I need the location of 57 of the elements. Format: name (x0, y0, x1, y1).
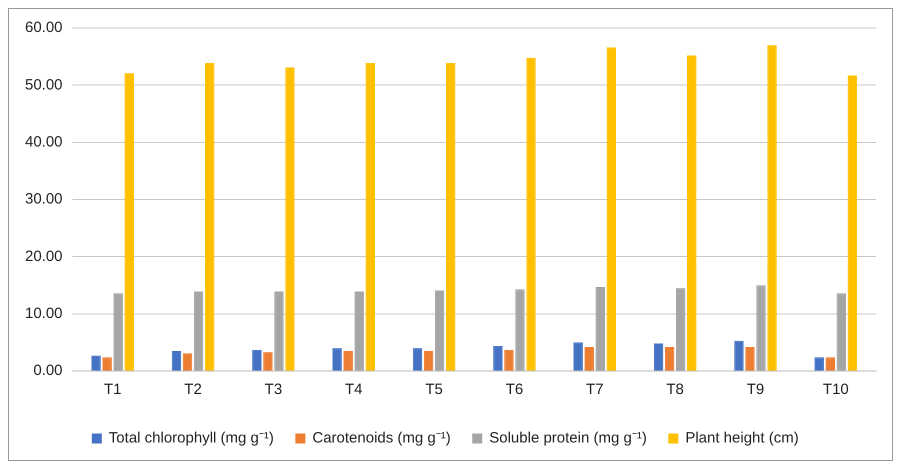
bar (194, 292, 204, 370)
bar (182, 353, 192, 370)
bar (664, 346, 674, 370)
bar (767, 45, 777, 370)
x-tick-label: T5 (425, 381, 443, 398)
x-tick-label: T3 (264, 381, 282, 398)
bar (366, 62, 376, 370)
bar (204, 62, 214, 370)
bar (252, 350, 262, 370)
bar (493, 346, 503, 370)
x-tick-label: T6 (506, 381, 524, 398)
y-tick-label: 20.00 (24, 248, 63, 265)
bar (263, 352, 273, 370)
x-tick-label: T7 (586, 381, 604, 398)
bar (114, 293, 123, 370)
bar (745, 346, 755, 370)
bar (172, 350, 182, 370)
bar (344, 350, 353, 370)
bar (596, 286, 606, 370)
bar (515, 289, 525, 370)
bar (354, 292, 364, 370)
bar (446, 62, 456, 370)
bar (836, 293, 846, 370)
bar (285, 67, 295, 370)
bar (526, 58, 536, 370)
bar (734, 340, 744, 370)
y-tick-label: 50.00 (24, 76, 63, 94)
bar (412, 348, 422, 370)
bar (848, 75, 858, 370)
bar (756, 285, 766, 370)
x-tick-label: T2 (184, 381, 202, 398)
bar (676, 288, 686, 370)
x-tick-label: T8 (666, 381, 684, 398)
x-tick-label: T1 (104, 381, 122, 398)
y-tick-label: 60.00 (24, 19, 63, 36)
y-tick-label: 30.00 (24, 190, 63, 208)
legend-label: Total chlorophyll (mg g⁻¹) (108, 430, 274, 447)
x-tick-label: T9 (746, 381, 764, 398)
bar (124, 73, 134, 370)
y-tick-label: 0.00 (33, 362, 63, 380)
bar (606, 47, 616, 370)
bar (584, 346, 594, 370)
bar (274, 292, 284, 370)
legend-label: Plant height (cm) (685, 430, 799, 447)
bar (434, 290, 444, 370)
legend-label: Carotenoids (mg g⁻¹) (312, 430, 451, 447)
y-tick-label: 10.00 (24, 304, 63, 322)
bar (504, 350, 514, 370)
bar (687, 55, 696, 370)
legend-label: Soluble protein (mg g⁻¹) (489, 430, 647, 447)
bar (424, 350, 434, 370)
x-tick-label: T4 (344, 381, 363, 398)
bar (654, 344, 664, 370)
x-tick-label: T10 (822, 381, 849, 398)
bar (332, 348, 342, 370)
bar (574, 342, 583, 370)
y-tick-label: 40.00 (24, 133, 63, 150)
